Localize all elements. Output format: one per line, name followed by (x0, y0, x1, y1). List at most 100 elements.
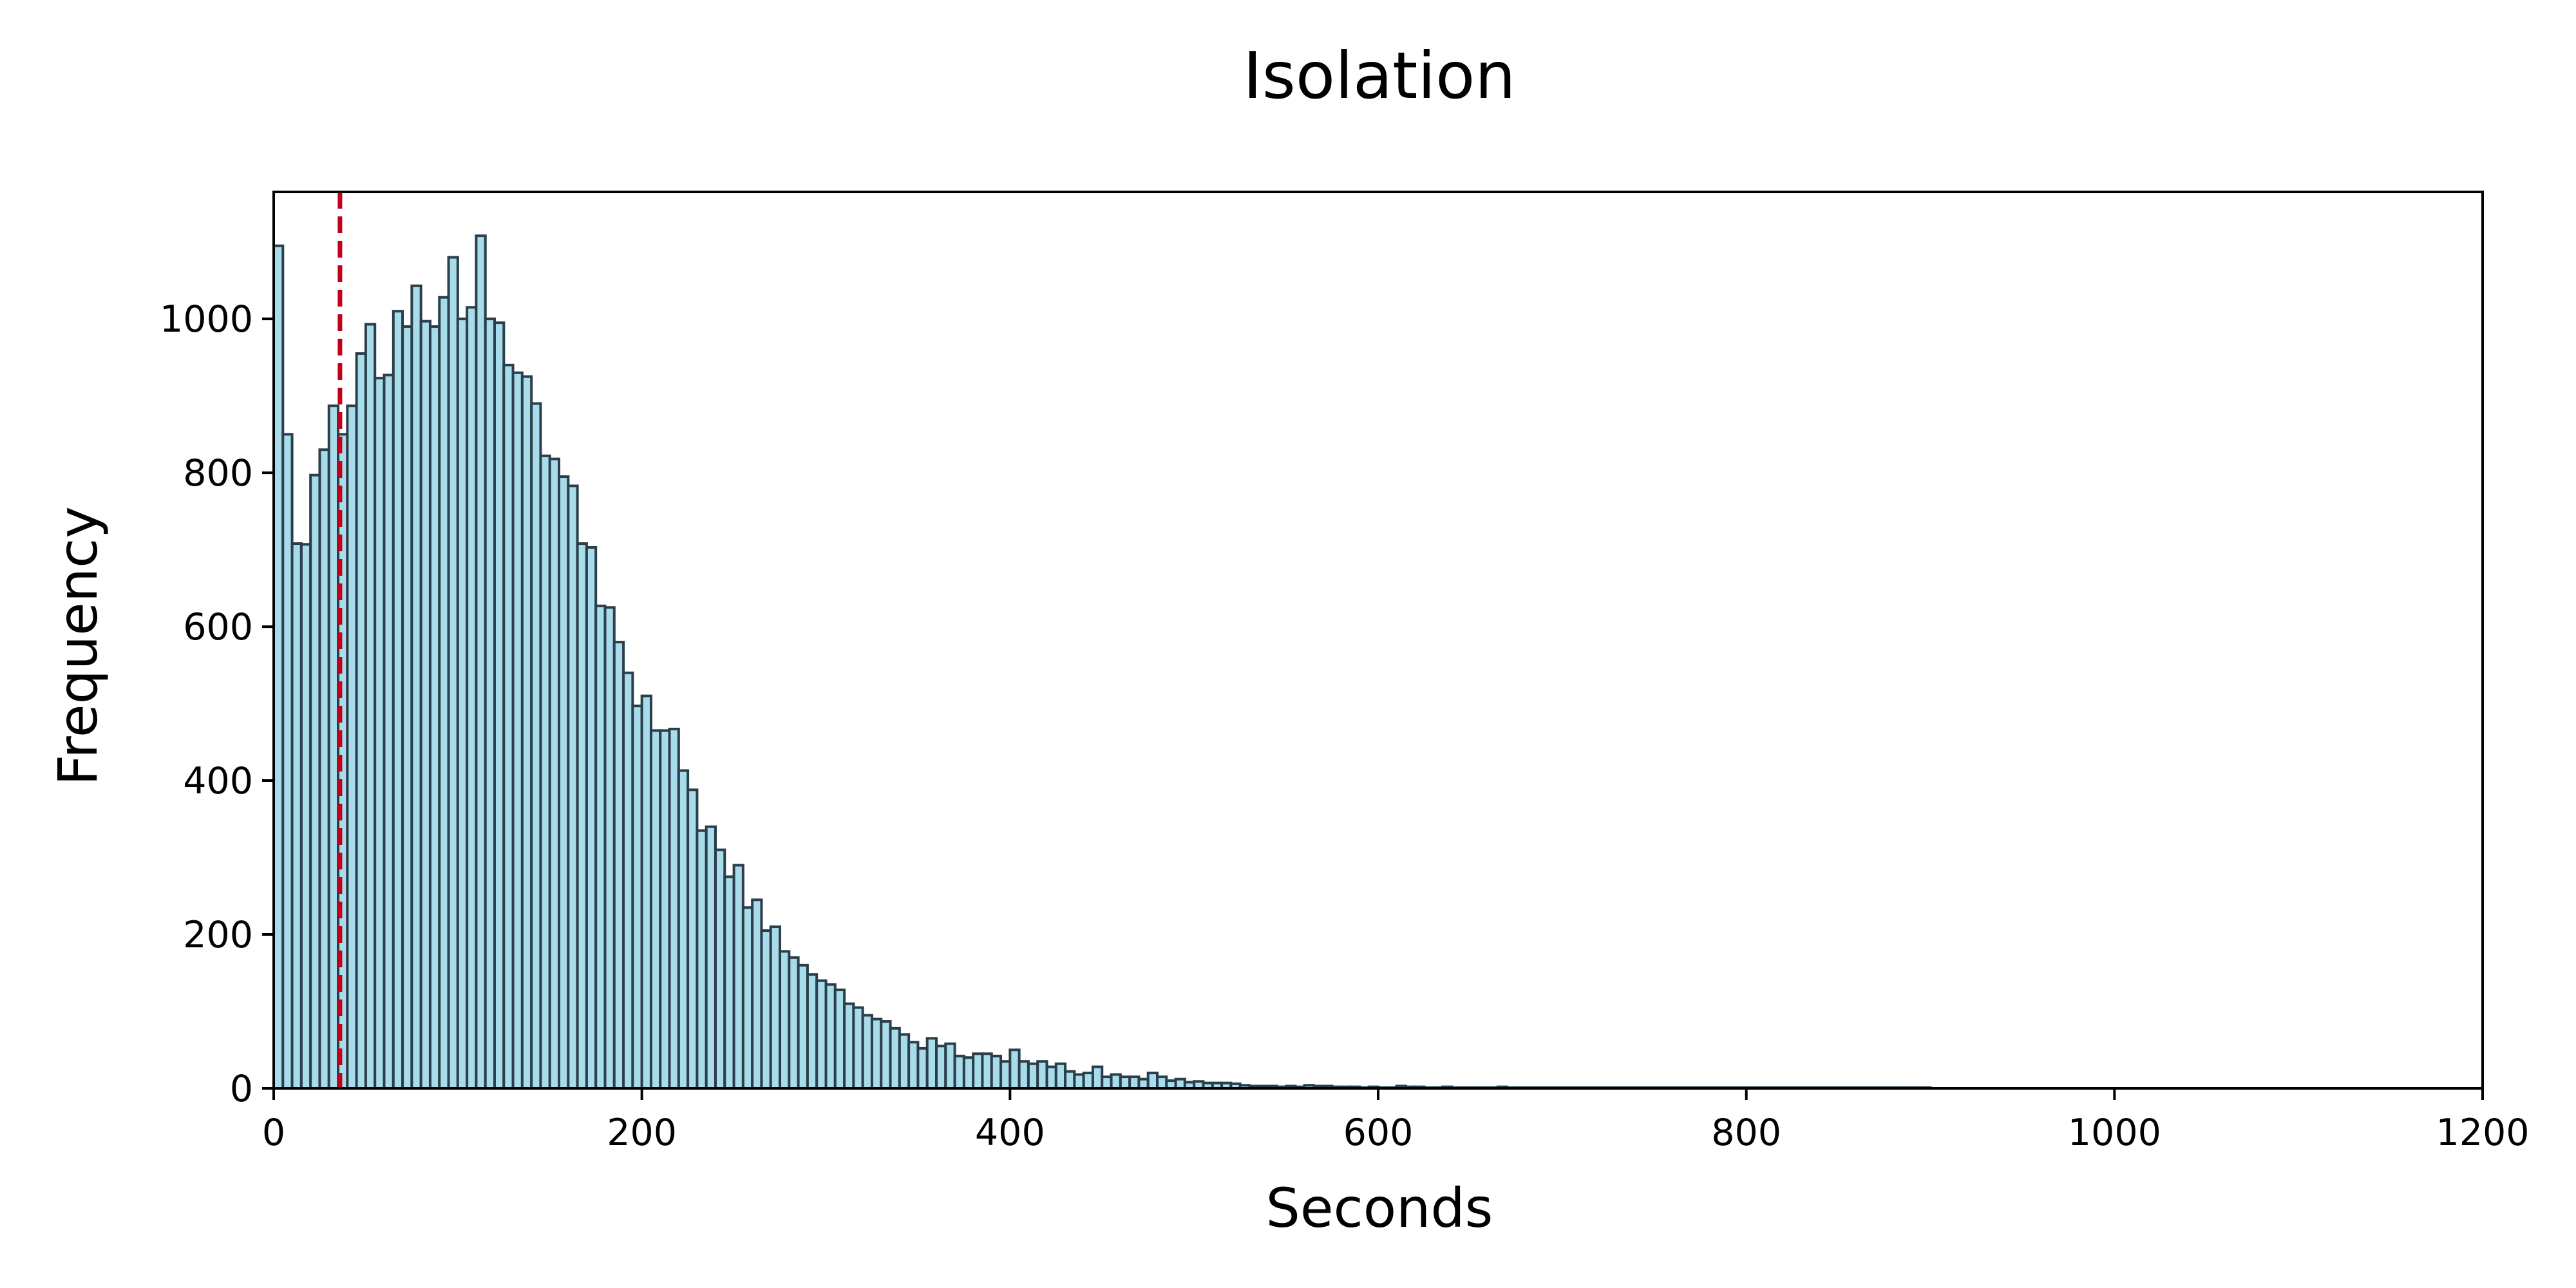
histogram-bar (374, 377, 386, 1090)
histogram-bar (1128, 1075, 1141, 1090)
x-tick-label: 1200 (2436, 1112, 2529, 1154)
histogram-bar (843, 1002, 855, 1090)
histogram-bar (585, 546, 598, 1090)
x-tick-label: 400 (975, 1112, 1045, 1154)
histogram-bar (392, 310, 404, 1090)
histogram-bar (272, 244, 285, 1090)
histogram-bar (668, 728, 680, 1090)
histogram-bar (438, 296, 450, 1090)
histogram-bar (806, 973, 819, 1090)
histogram-bar (1027, 1062, 1039, 1090)
histogram-bar (466, 306, 478, 1090)
histogram-bar (1174, 1077, 1186, 1090)
x-tick-label: 0 (262, 1112, 285, 1154)
histogram-bar (953, 1054, 965, 1090)
bars-group (272, 234, 1932, 1090)
histogram-bar (760, 929, 772, 1090)
histogram-bar (447, 256, 459, 1090)
histogram-bar (410, 284, 422, 1090)
histogram-bar (1137, 1077, 1150, 1090)
histogram-bar (779, 950, 791, 1090)
histogram-bar (870, 1018, 883, 1090)
histogram-bar (309, 473, 321, 1090)
histogram-bar (567, 484, 579, 1090)
histogram-bar (475, 234, 487, 1090)
histogram-bar (649, 729, 662, 1090)
histogram-bar (824, 983, 837, 1090)
histogram-bar (299, 543, 312, 1090)
histogram-bar (1036, 1060, 1048, 1090)
histogram-bar (677, 769, 690, 1090)
histogram-bar (659, 729, 671, 1090)
x-axis-label: Seconds (1266, 1177, 1493, 1240)
histogram-bar (972, 1052, 984, 1090)
x-tick-label: 600 (1343, 1112, 1414, 1154)
histogram-bar (751, 898, 763, 1090)
histogram-bar (898, 1033, 911, 1090)
x-tick-label: 800 (1711, 1112, 1781, 1154)
histogram-bar (1082, 1072, 1094, 1090)
histogram-bar (889, 1027, 901, 1090)
histogram-bar (520, 375, 533, 1090)
histogram-bar (999, 1060, 1012, 1090)
histogram-bar (318, 448, 330, 1090)
histogram-bar (612, 640, 625, 1090)
y-tick-label: 600 (183, 606, 253, 649)
histogram-bar (1101, 1075, 1113, 1090)
histogram-bar (640, 694, 652, 1090)
histogram-bar (696, 829, 708, 1090)
x-tick-label: 1000 (2068, 1112, 2161, 1154)
histogram-bar (916, 1046, 929, 1090)
histogram-bar (401, 325, 413, 1090)
y-tick-label: 1000 (160, 298, 253, 341)
y-tick-label: 0 (230, 1068, 253, 1110)
histogram-bar (1119, 1075, 1132, 1090)
histogram-bar (428, 325, 441, 1090)
histogram-bar (880, 1020, 892, 1090)
histogram-bar (741, 906, 754, 1090)
histogram-bar (1156, 1075, 1168, 1090)
histogram-bar (511, 371, 524, 1090)
histogram-bar (558, 475, 570, 1090)
histogram-bar (705, 825, 717, 1090)
histogram-bar (484, 317, 496, 1090)
histogram-bar (990, 1054, 1003, 1090)
histogram-bar (925, 1037, 938, 1090)
histogram-bar (355, 352, 367, 1090)
histogram-bar (1054, 1062, 1067, 1090)
histogram-bar (327, 404, 340, 1090)
histogram-bar (539, 454, 551, 1090)
histogram-bar (383, 374, 395, 1090)
histogram-bar (603, 606, 616, 1090)
y-axis-label: Frequency (46, 506, 109, 786)
histogram-bar (687, 788, 699, 1090)
histogram-bar (1064, 1070, 1076, 1090)
histogram-bar (732, 864, 744, 1090)
histogram-bar (346, 404, 358, 1090)
histogram-bar (1091, 1065, 1104, 1090)
y-tick-label: 800 (183, 452, 253, 495)
histogram-bar (631, 705, 643, 1090)
x-axis-ticks: 0 200 400 600 800 1000 1200 (262, 1088, 2530, 1154)
y-tick-label: 400 (183, 760, 253, 802)
x-tick-label: 200 (607, 1112, 677, 1154)
histogram-bar (833, 989, 846, 1090)
histogram-bar (290, 542, 303, 1090)
histogram-bar (530, 402, 542, 1090)
histogram-bar (723, 875, 735, 1090)
histogram-bar (944, 1042, 956, 1090)
histogram-bar (364, 323, 377, 1090)
histogram-bar (281, 433, 294, 1090)
y-tick-label: 200 (183, 914, 253, 956)
histogram-bar (1146, 1072, 1159, 1090)
histogram-bar (769, 925, 782, 1090)
histogram-bar (502, 363, 515, 1090)
histogram-bar (456, 317, 469, 1090)
histogram-bar (815, 979, 828, 1090)
histogram-bar (797, 963, 809, 1090)
histogram-bar (419, 319, 431, 1090)
chart-title: Isolation (1243, 38, 1515, 113)
histogram-bar (1009, 1048, 1021, 1090)
histogram-bar (852, 1006, 864, 1090)
